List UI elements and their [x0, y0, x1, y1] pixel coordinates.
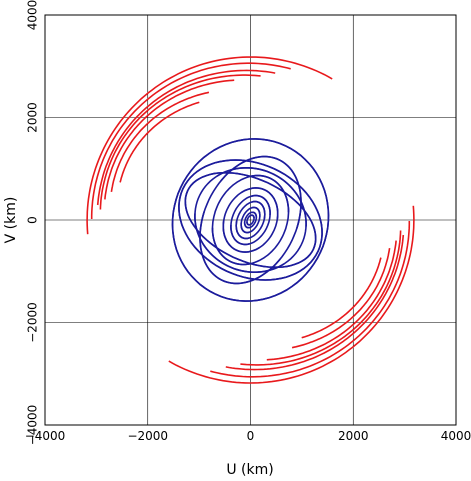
long-baseline-track [225, 234, 405, 371]
short-baseline-track [230, 194, 271, 246]
grid-lines [44, 14, 457, 426]
long-baseline-track [210, 221, 411, 378]
x-tick-label: −4000 [25, 429, 66, 443]
long-baseline-track [99, 74, 261, 210]
short-baseline-track [178, 159, 323, 281]
y-tick-label: −4000 [26, 405, 40, 446]
long-baseline-track [266, 240, 397, 361]
x-tick-label: −2000 [127, 429, 168, 443]
short-baseline-track [222, 187, 279, 253]
short-baseline-track [240, 206, 261, 234]
y-tick-label: 4000 [26, 0, 40, 30]
x-tick-label: 0 [247, 429, 255, 443]
short-baseline-track [194, 167, 307, 274]
short-baseline-track [171, 138, 330, 302]
x-tick-labels: −4000 −2000 0 2000 4000 [25, 429, 471, 443]
long-baseline-track [119, 101, 200, 183]
long-baseline-track [96, 69, 276, 206]
long-baseline-track [291, 247, 391, 349]
y-tick-label: 2000 [26, 102, 40, 133]
y-tick-label: 0 [26, 216, 40, 224]
x-tick-label: 2000 [338, 429, 369, 443]
x-tick-label: 4000 [441, 429, 471, 443]
y-axis-title: V (km) [3, 197, 19, 244]
long-baseline-track [104, 79, 235, 200]
short-baseline-track [184, 172, 317, 268]
short-baseline-track [235, 200, 266, 240]
short-baseline-track [246, 214, 255, 226]
data-tracks [86, 56, 415, 384]
long-baseline-track [86, 56, 333, 235]
long-baseline-track [90, 62, 291, 219]
y-tick-label: −2000 [26, 302, 40, 343]
long-baseline-track [240, 230, 402, 366]
y-tick-labels: −4000 −2000 0 2000 4000 [26, 0, 40, 445]
short-baseline-track [211, 174, 290, 266]
short-baseline-track [199, 155, 302, 285]
plot-frame [44, 14, 457, 426]
short-baseline-track [243, 211, 258, 229]
long-baseline-track [110, 91, 210, 193]
x-axis-title: U (km) [226, 462, 273, 478]
long-baseline-track [168, 205, 415, 384]
long-baseline-track [301, 257, 382, 339]
